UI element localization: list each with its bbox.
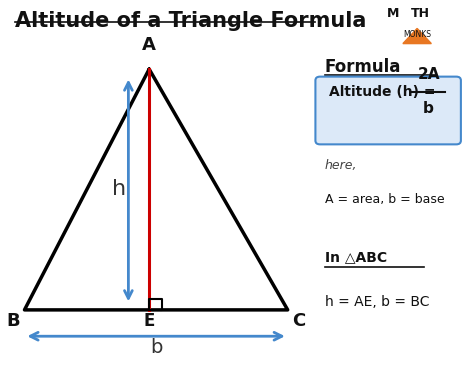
Text: A = area, b = base: A = area, b = base: [325, 193, 444, 206]
Text: TH: TH: [410, 7, 429, 20]
Text: Altitude of a Triangle Formula: Altitude of a Triangle Formula: [15, 11, 366, 31]
Text: h = AE, b = BC: h = AE, b = BC: [325, 295, 429, 309]
Text: b: b: [423, 101, 434, 116]
Text: 2A: 2A: [417, 67, 440, 82]
Text: Formula: Formula: [325, 58, 401, 76]
Text: here,: here,: [325, 160, 357, 172]
Polygon shape: [403, 28, 431, 44]
Text: M: M: [387, 7, 400, 20]
Text: C: C: [292, 312, 306, 330]
Text: A: A: [142, 36, 156, 54]
Text: E: E: [144, 312, 155, 330]
Text: In △ABC: In △ABC: [325, 250, 387, 264]
Text: B: B: [6, 312, 20, 330]
Text: Altitude (h) =: Altitude (h) =: [329, 85, 441, 99]
Text: h: h: [112, 180, 126, 199]
FancyBboxPatch shape: [315, 77, 461, 144]
Text: MONKS: MONKS: [403, 30, 431, 39]
Text: b: b: [150, 338, 162, 357]
